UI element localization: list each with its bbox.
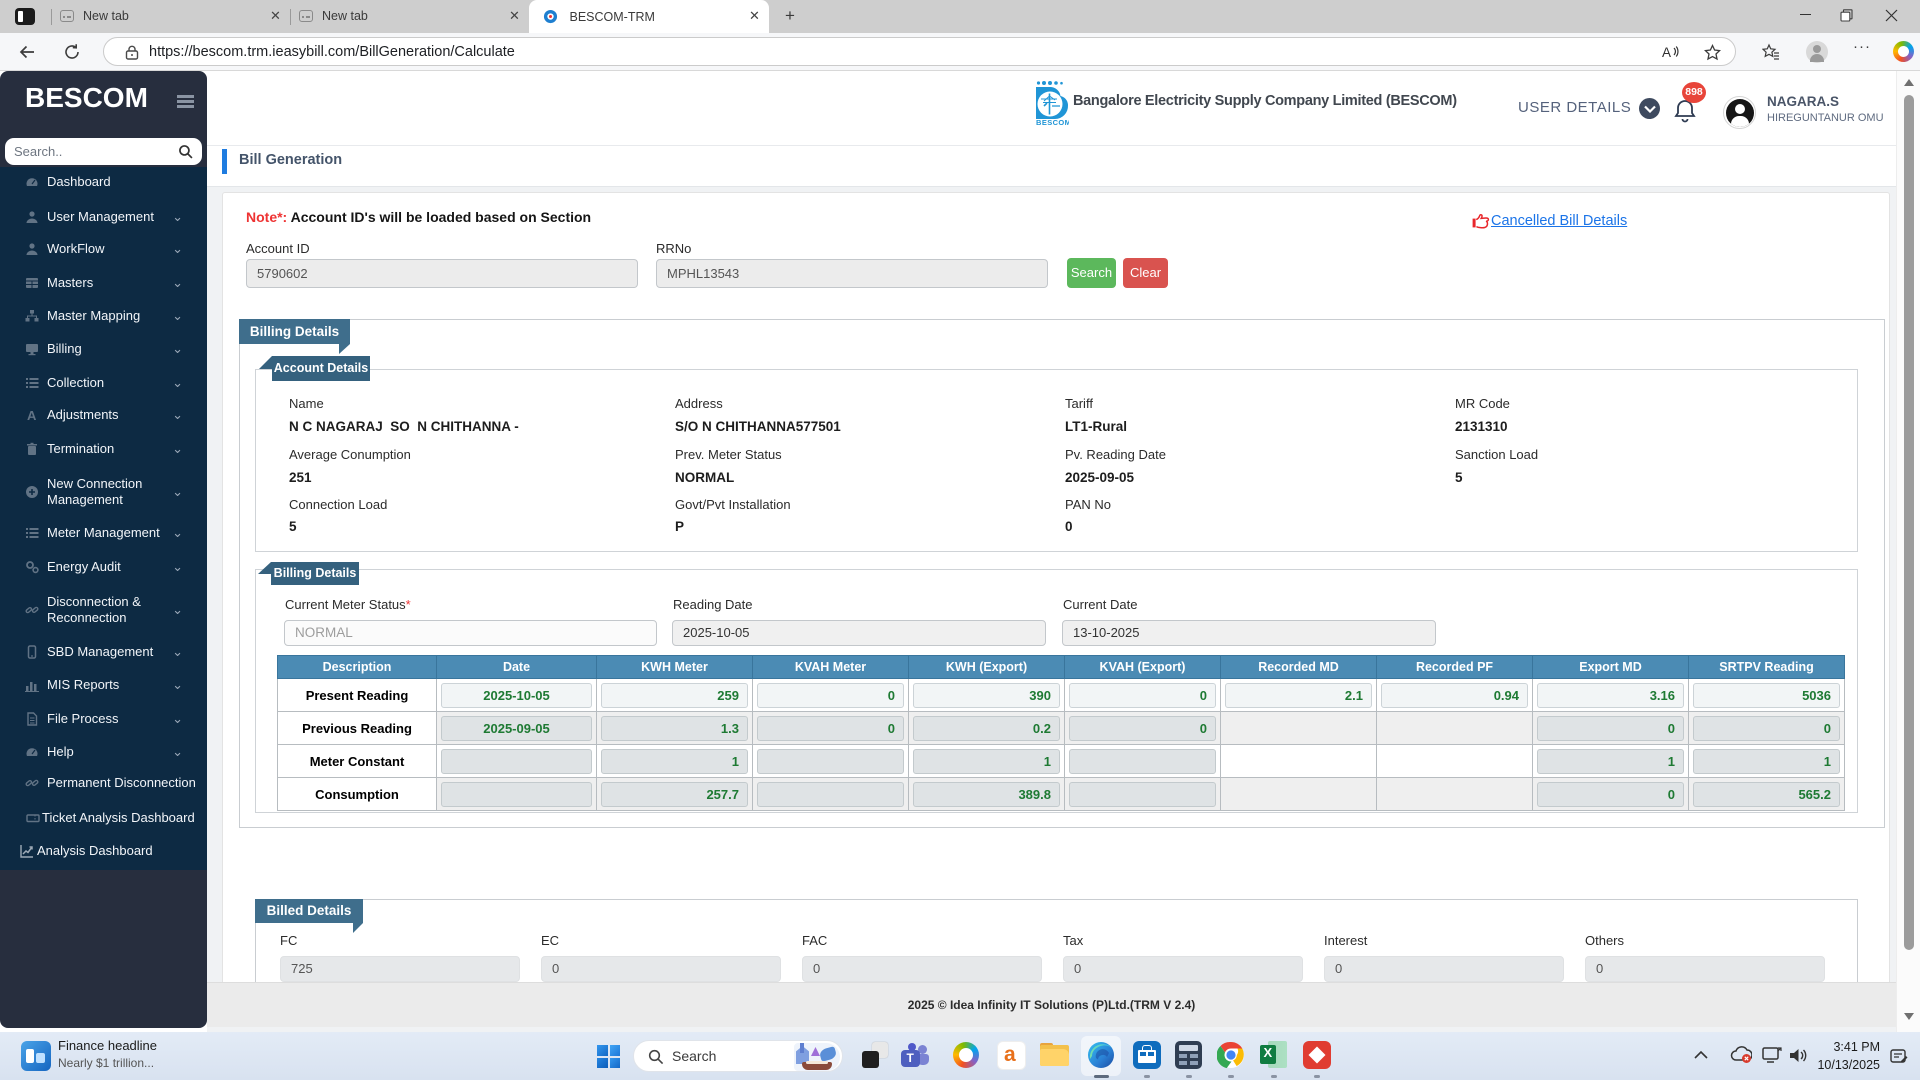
svg-text:A: A	[1662, 45, 1671, 60]
svg-text:BESCOM: BESCOM	[1036, 118, 1069, 127]
svg-text:A: A	[27, 408, 37, 422]
